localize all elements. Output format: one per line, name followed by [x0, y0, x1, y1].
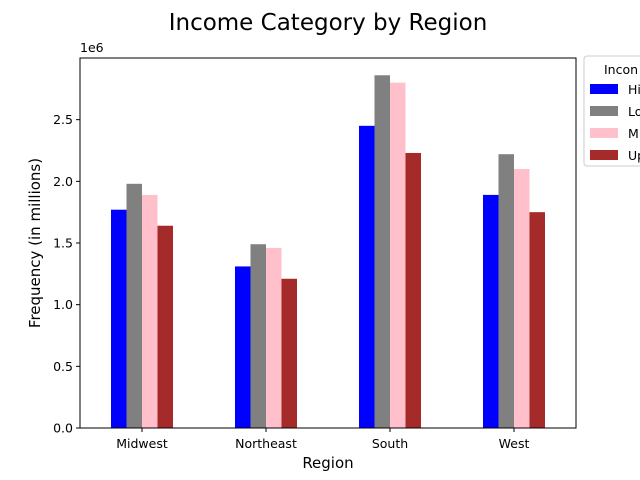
bar-south-up	[405, 152, 421, 428]
bars-group	[111, 75, 545, 429]
bar-northeast-m	[266, 247, 282, 428]
legend-label-hi: Hi	[628, 82, 640, 97]
bar-west-up	[529, 212, 545, 428]
y-tick-label: 1.0	[53, 297, 73, 312]
x-axis-label: Region	[302, 454, 353, 472]
y-tick-label: 1.5	[53, 236, 73, 251]
bar-midwest-up	[157, 225, 173, 428]
x-axis-ticks: Midwest Northeast South West	[116, 428, 529, 451]
y-tick-label: 0.0	[53, 421, 73, 436]
legend-items: Hi Lo M Up	[590, 82, 640, 163]
bar-south-m	[390, 82, 406, 429]
legend-swatch-lo	[590, 106, 618, 116]
y-axis-ticks: 0.0 0.5 1.0 1.5 2.0 2.5	[53, 112, 80, 436]
legend-title: Incon	[604, 62, 638, 77]
legend-label-lo: Lo	[628, 104, 640, 119]
legend-label-m: M	[628, 126, 639, 141]
y-tick-label: 0.5	[53, 359, 73, 374]
bar-midwest-m	[142, 194, 158, 428]
bar-west-hi	[483, 194, 499, 428]
x-tick-label-south: South	[372, 436, 408, 451]
x-tick-label-midwest: Midwest	[116, 436, 168, 451]
bar-midwest-lo	[126, 183, 142, 428]
legend-swatch-up	[590, 150, 618, 160]
bar-south-lo	[374, 75, 390, 429]
bar-northeast-up	[281, 278, 297, 428]
legend-swatch-hi	[590, 84, 618, 94]
legend-label-up: Up	[628, 148, 640, 163]
legend-swatch-m	[590, 128, 618, 138]
bar-south-hi	[359, 125, 375, 428]
y-tick-label: 2.5	[53, 112, 73, 127]
legend: Incon Hi Lo M Up	[583, 55, 640, 167]
bar-west-lo	[498, 154, 514, 428]
bar-northeast-hi	[235, 266, 251, 428]
y-tick-label: 2.0	[53, 174, 73, 189]
bar-west-m	[514, 169, 530, 428]
bar-northeast-lo	[250, 244, 266, 428]
bar-midwest-hi	[111, 209, 127, 428]
x-tick-label-west: West	[499, 436, 530, 451]
chart-title: Income Category by Region	[169, 10, 488, 36]
y-axis-label: Frequency (in millions)	[26, 158, 44, 328]
y-axis-offset-text: 1e6	[80, 40, 104, 55]
x-tick-label-northeast: Northeast	[235, 436, 297, 451]
